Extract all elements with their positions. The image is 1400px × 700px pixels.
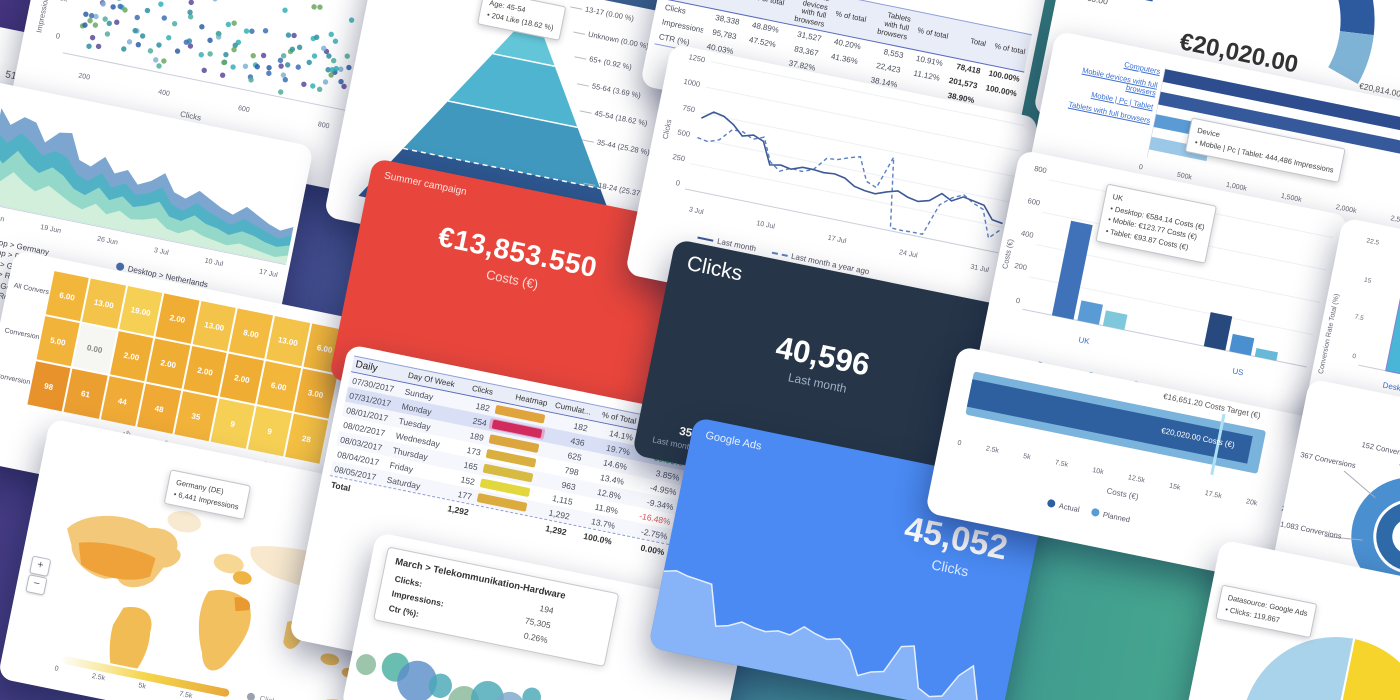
card-title: Summer campaign (383, 170, 468, 198)
kpi-value-block: 40,596 Last month (652, 305, 991, 423)
sparkline-area (648, 569, 1002, 700)
line-plot (684, 61, 1025, 254)
area-plot (0, 108, 294, 266)
bar-plot[interactable] (1357, 238, 1400, 405)
bar-plot[interactable] (1146, 67, 1400, 215)
gauge-card: €0.00 €20,020.00 Costs (€) (96.19%) €20,… (1032, 0, 1400, 188)
card-title: Clicks (684, 251, 745, 286)
scatter-points (79, 0, 361, 95)
line-chart-card: Clicks 1250 1000 750 500 250 0 3 Jul 10 Jul 17 … (624, 43, 1040, 349)
gauge-arc (1119, 0, 1375, 85)
zoom-in-button[interactable]: + (29, 555, 52, 577)
card-title: Google Ads (704, 429, 763, 453)
pie-plot[interactable] (1175, 539, 1400, 700)
bullet-legend[interactable]: Actual Planned (1046, 497, 1131, 526)
series-dot-icon (246, 691, 256, 700)
google-ads-kpi-card: Google Ads 45,052 Clicks (648, 416, 1048, 700)
bullet-chart-card: €16,651.20 Costs Target (€) €20,020.00 C… (924, 345, 1342, 591)
donut-rings[interactable] (1266, 378, 1400, 651)
bar-category-links[interactable]: Computers Mobile devices with full browse… (1067, 59, 1162, 125)
category-us[interactable]: US (1231, 366, 1245, 378)
category-uk[interactable]: UK (1077, 335, 1091, 347)
donut-chart-card: 152 Conversions 367 Conversions 1,083 Co… (1265, 378, 1400, 652)
zoom-out-button[interactable]: − (25, 574, 48, 596)
grouped-bar-card: Costs (€) 800 600 400 200 0 UK US UK • Deskto… (971, 149, 1349, 457)
bullet-plot[interactable] (955, 362, 1323, 506)
horizontal-bar-card: Computers Mobile devices with full browse… (1016, 30, 1400, 306)
pie-chart-card: Datasource: Google Ads • Clicks: 119,867 … (1175, 539, 1400, 700)
dashed-line-swatch-icon (771, 251, 788, 257)
conversion-rate-card: Conversion Rate Total (%) 22.5 15 7.5 0 Des… (1301, 217, 1400, 473)
bar-plot[interactable] (1021, 162, 1337, 377)
solid-line-swatch-icon (697, 236, 714, 242)
